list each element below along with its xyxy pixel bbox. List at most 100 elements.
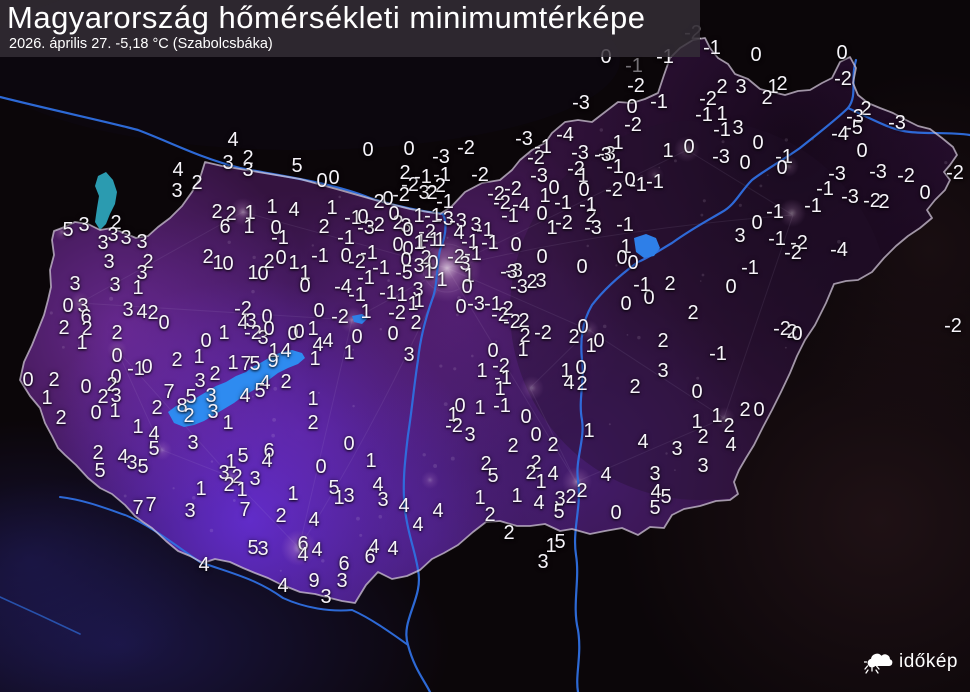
temperature-label: 2 [151, 397, 163, 419]
temperature-label: 4 [432, 500, 444, 522]
temperature-label: 2 [576, 373, 588, 395]
temperature-label: 3 [136, 231, 148, 253]
temperature-label: 2 [92, 442, 104, 464]
temperature-label: -2 [699, 88, 717, 110]
temperature-label: 2 [211, 201, 223, 223]
temperature-label: -1 [703, 37, 721, 59]
temperature-label: -2 [834, 68, 852, 90]
temperature-label: 0 [299, 275, 311, 297]
temperature-label: 0 [751, 212, 763, 234]
temperature-label: 0 [316, 170, 328, 192]
temperature-label: 1 [227, 352, 239, 374]
temperature-label: 2 [81, 318, 93, 340]
temperature-label: 0 [627, 252, 639, 274]
title-panel: Magyarország hőmérsékleti minimumtérképe… [0, 0, 700, 57]
temperature-label: 4 [368, 536, 380, 558]
temperature-label: -2 [605, 179, 623, 201]
temperature-label: -1 [625, 55, 643, 77]
idokep-logo[interactable]: időkép [864, 646, 958, 678]
temperature-label: 3 [245, 310, 257, 332]
temperature-label: -1 [616, 214, 634, 236]
temperature-label: 1 [193, 346, 205, 368]
temperature-label: 1 [535, 471, 547, 493]
temperature-label: -2 [790, 232, 808, 254]
temperature-label: 3 [222, 152, 234, 174]
temperature-label: 0 [287, 323, 299, 345]
temperature-label: 2 [97, 386, 109, 408]
temperature-label: 1 [423, 261, 435, 283]
temperature-label: 0 [328, 167, 340, 189]
temperature-label: 4 [322, 330, 334, 352]
temperature-label: 1 [288, 252, 300, 274]
page-title: Magyarország hőmérsékleti minimumtérképe [7, 0, 646, 35]
temperature-label: 0 [400, 249, 412, 271]
temperature-label: 5 [185, 386, 197, 408]
tisza-river [574, 58, 858, 692]
temperature-label: 2 [716, 76, 728, 98]
temperature-label: 4 [239, 385, 251, 407]
temperature-label: 0 [222, 253, 234, 275]
temperature-label: 7 [240, 353, 252, 375]
temperature-label: -1 [650, 91, 668, 113]
drava-river [59, 496, 409, 646]
temperature-label: 3 [732, 117, 744, 139]
temperature-label: -1 [606, 156, 624, 178]
temperature-label: -1 [713, 119, 731, 141]
temperature-label: 1 [326, 197, 338, 219]
temperature-label: 1 [396, 284, 408, 306]
map-subtitle: 2026. április 27. -5,18 °C (Szabolcsbáka… [9, 36, 273, 52]
temperature-label: 3 [249, 468, 261, 490]
temperature-label: 1 [266, 196, 278, 218]
temperature-label: 2 [275, 505, 287, 527]
temperature-label: 4 [547, 463, 559, 485]
temperature-label: -3 [846, 106, 864, 128]
temperature-label: 2 [191, 172, 203, 194]
temperature-label: 0 [387, 323, 399, 345]
temperature-label: 4 [280, 340, 292, 362]
temperature-label: 2 [110, 212, 122, 234]
temperature-label: 4 [308, 509, 320, 531]
temperature-label: -1 [344, 207, 362, 229]
temperature-label: -1 [372, 257, 390, 279]
temperature-label: -1 [766, 201, 784, 223]
lake-ferto [95, 172, 117, 230]
temperature-label: 0 [530, 424, 542, 446]
temperature-label: -2 [944, 315, 962, 337]
temperature-label: 4 [259, 372, 271, 394]
temperature-label: 0 [616, 247, 628, 269]
temperature-label: 2 [307, 412, 319, 434]
temperature-label: 4 [533, 492, 545, 514]
temperature-label: 3 [418, 182, 430, 204]
temperature-label: -3 [510, 276, 528, 298]
temperature-label: 4 [312, 334, 324, 356]
temperature-label: 5 [291, 155, 303, 177]
temperature-label: -2 [627, 75, 645, 97]
temperature-label: 4 [297, 544, 309, 566]
temperature-label: 3 [207, 401, 219, 423]
temperature-label: 3 [377, 489, 389, 511]
temperature-label: -3 [598, 143, 616, 165]
temperature-label: 1 [620, 236, 632, 258]
temperature-label: -1 [436, 191, 454, 213]
temperature-label: 2 [147, 302, 159, 324]
temperature-label: 0 [739, 152, 751, 174]
temperature-label: 0 [691, 381, 703, 403]
temperature-label: -1 [348, 284, 366, 306]
city-glows [53, 136, 806, 566]
temperature-label: 2 [58, 317, 70, 339]
temperature-label: 0 [610, 502, 622, 524]
temperature-label: 1 [612, 132, 624, 154]
temperature-label: 5 [487, 465, 499, 487]
temperature-label: -2 [527, 147, 545, 169]
temperature-label: -2 [367, 214, 385, 236]
temperature-label: 1 [307, 388, 319, 410]
temperature-label: 5 [62, 219, 74, 241]
temperature-label: -1 [433, 164, 451, 186]
temperature-label: 2 [657, 330, 669, 352]
temperature-label: 2 [664, 273, 676, 295]
temperature-label: 1 [309, 348, 321, 370]
temperature-label: 4 [725, 434, 737, 456]
temperature-label: -1 [493, 395, 511, 417]
temperature-label: 3 [697, 455, 709, 477]
